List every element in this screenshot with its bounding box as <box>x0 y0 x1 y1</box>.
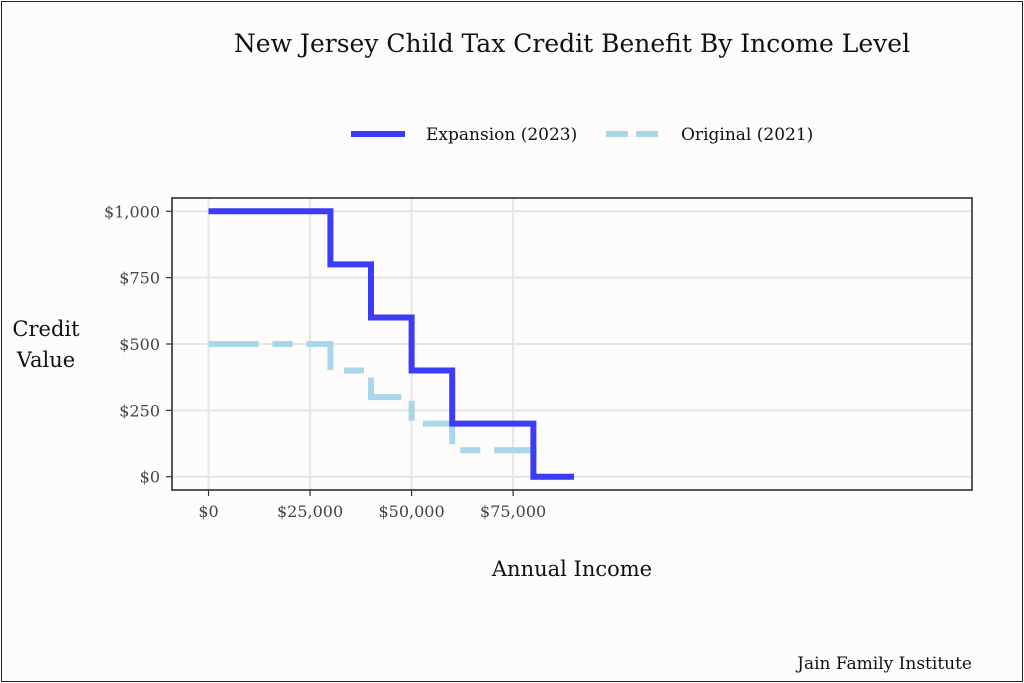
x-tick-label: $25,000 <box>277 502 343 521</box>
caption: Jain Family Institute <box>795 654 972 674</box>
y-tick-label: $1,000 <box>104 202 160 221</box>
x-tick-label: $0 <box>198 502 218 521</box>
y-tick-label: $500 <box>119 335 160 354</box>
y-axis-title-line-2: Value <box>16 348 75 372</box>
series-group <box>208 208 574 480</box>
y-tick-label: $0 <box>140 468 160 487</box>
y-tick-label: $750 <box>119 269 160 288</box>
y-axis: $0 $250 $500 $750 $1,000 <box>104 202 172 487</box>
y-axis-title-line-1: Credit <box>12 317 80 341</box>
chart-title: New Jersey Child Tax Credit Benefit By I… <box>234 29 910 58</box>
x-tick-label: $50,000 <box>379 502 445 521</box>
x-axis: $0 $25,000 $50,000 $75,000 <box>198 490 546 521</box>
legend-label: Original (2021) <box>681 125 813 145</box>
legend: Expansion (2023) Original (2021) <box>351 125 813 145</box>
y-tick-label: $250 <box>119 401 160 420</box>
x-tick-label: $75,000 <box>480 502 546 521</box>
x-axis-title: Annual Income <box>491 557 652 581</box>
legend-label: Expansion (2023) <box>426 125 577 145</box>
series-line-expansion <box>208 208 574 480</box>
